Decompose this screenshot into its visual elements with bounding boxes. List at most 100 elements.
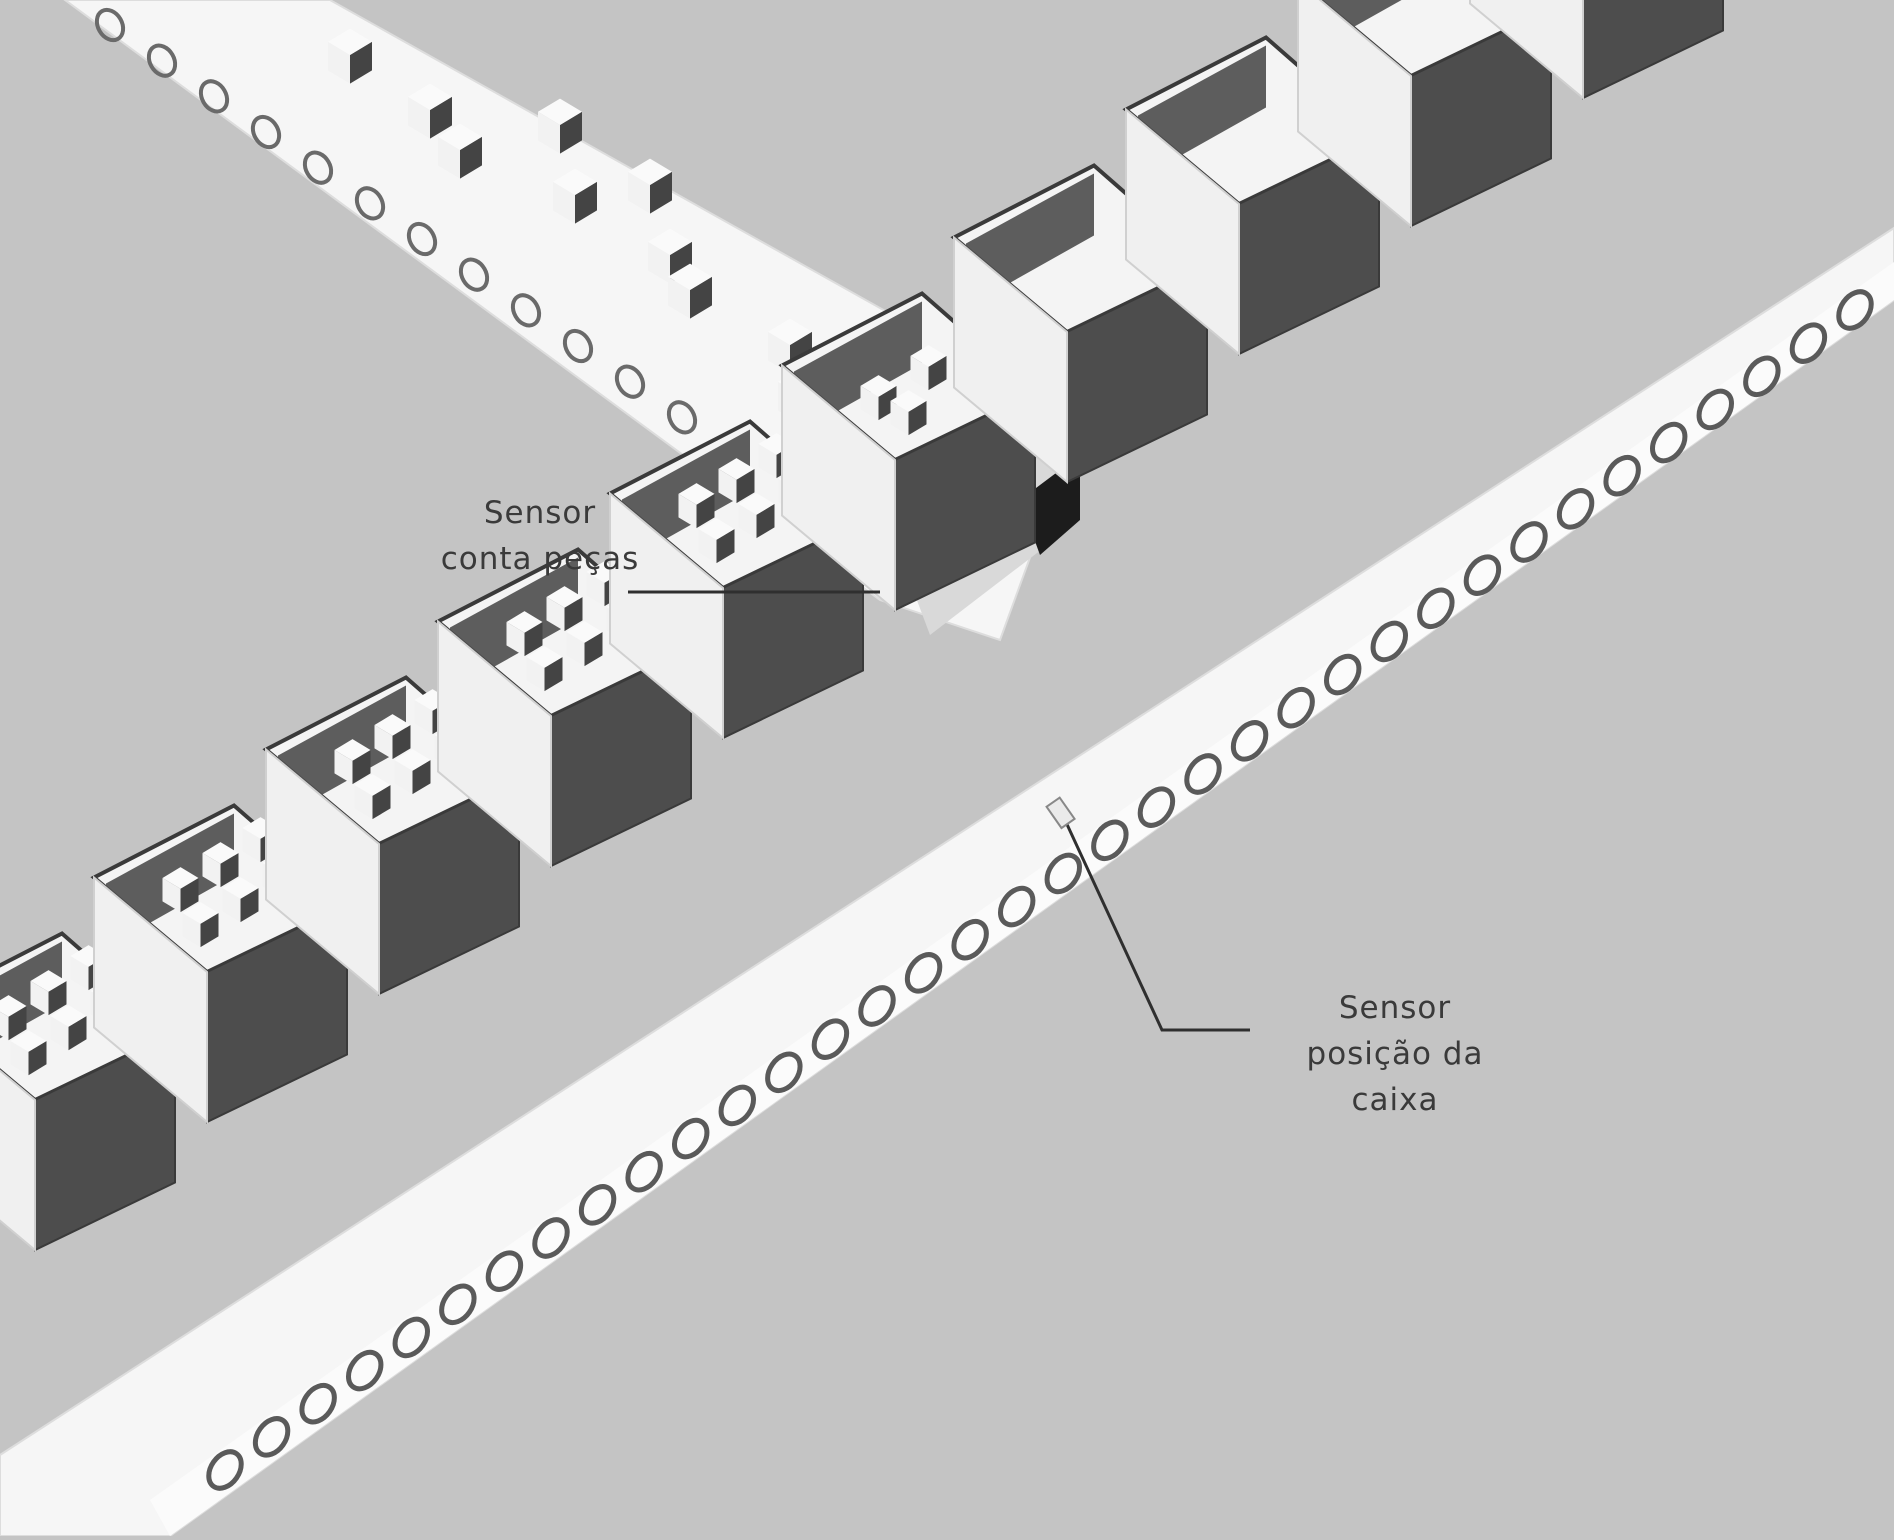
box-side-face (781, 363, 896, 613)
box-conveyor-side (150, 262, 1894, 1536)
box-side-face (609, 491, 724, 741)
roller-icon (1137, 786, 1176, 828)
box-piece (334, 739, 371, 785)
roller-icon (1417, 587, 1455, 630)
feed-roller-icon (562, 328, 594, 364)
position-sensor-leader (1063, 819, 1250, 1032)
roller-icon (578, 1184, 617, 1226)
box-piece (738, 493, 775, 539)
feed-roller-icon (250, 114, 282, 150)
box (778, 291, 1039, 613)
boxes-row (0, 0, 1724, 1253)
box-piece (30, 970, 67, 1016)
box-piece (698, 518, 735, 564)
roller-icon (1323, 653, 1362, 696)
feed-roller-icon (666, 400, 698, 435)
roller-icon (252, 1416, 291, 1458)
box-side-face (93, 875, 208, 1125)
roller-icon (206, 1449, 244, 1491)
part-piece (408, 83, 452, 139)
box-side-face (437, 619, 552, 869)
feed-roller-icon (614, 364, 646, 399)
position-sensor-icon (1045, 796, 1076, 830)
count-sensor-subtitle: conta peças (440, 541, 640, 577)
roller-icon (951, 918, 989, 961)
box-piece (718, 458, 755, 504)
box (434, 547, 695, 869)
roller-icon (718, 1084, 757, 1127)
position-sensor-title: Sensor (1338, 990, 1452, 1026)
box (950, 163, 1211, 485)
roller-icon (1743, 355, 1781, 398)
part-piece (538, 98, 582, 154)
roller-icon (811, 1018, 850, 1060)
part-piece (438, 123, 482, 179)
box-piece (0, 995, 27, 1041)
box (1469, 0, 1724, 101)
feed-roller-icon (302, 150, 334, 185)
roller-icon (299, 1382, 337, 1425)
feed-roller-icon (406, 221, 438, 257)
roller-icon (1370, 620, 1409, 663)
part-piece (553, 168, 597, 224)
roller-icon (392, 1316, 431, 1359)
part-piece (628, 158, 672, 214)
box-piece (50, 1005, 87, 1051)
box-side-face (953, 235, 1068, 485)
roller-icon (1603, 454, 1641, 497)
box-piece (678, 483, 715, 529)
box-piece (202, 842, 239, 888)
roller-icon (1510, 521, 1548, 563)
roller-icon (1556, 488, 1595, 530)
feed-roller-icon (198, 79, 230, 114)
box-conveyor-belt (0, 226, 1894, 1537)
roller-icon (532, 1217, 570, 1259)
position-sensor-line2: posição da (1306, 1036, 1484, 1072)
box-side-face (0, 1069, 36, 1253)
box (1122, 35, 1383, 357)
roller-icon (1789, 322, 1828, 364)
roller-icon (671, 1117, 710, 1160)
roller-icon (1463, 554, 1502, 596)
box (0, 931, 179, 1253)
part-piece (328, 28, 372, 84)
roller-icon (1836, 289, 1874, 331)
sensor-leader-lines (628, 590, 1250, 1032)
position-sensor-label: Sensor posição da caixa (1255, 985, 1535, 1123)
roller-icon (625, 1150, 663, 1193)
roller-icon (1649, 421, 1688, 464)
box-side-face (265, 747, 380, 997)
box-piece (354, 774, 391, 820)
count-sensor-label: Sensor conta peças (400, 490, 680, 582)
feed-roller-icon (510, 293, 542, 328)
box-piece (394, 749, 431, 795)
box-piece (526, 646, 563, 692)
roller-icon (1044, 852, 1083, 895)
box-piece (566, 621, 603, 667)
box-piece (162, 867, 199, 913)
roller-icon (345, 1349, 384, 1392)
roller-icon (997, 885, 1036, 928)
roller-icon (858, 985, 896, 1027)
box-side-face (1469, 0, 1584, 101)
box-piece (890, 390, 927, 436)
roller-icon (1696, 388, 1735, 431)
box-piece (10, 1030, 47, 1076)
box-side-face (1297, 0, 1412, 229)
roller-icon (904, 952, 943, 994)
box-piece (222, 877, 259, 923)
box-piece (546, 586, 583, 632)
roller-icon (1184, 753, 1222, 795)
feed-roller-icon (146, 43, 178, 78)
roller-icon (1091, 819, 1129, 862)
feed-roller-icon (354, 186, 386, 221)
feed-roller-icon (458, 257, 490, 292)
box (606, 419, 867, 741)
box-piece (374, 714, 411, 760)
box-front-face (1582, 0, 1724, 100)
roller-icon (1277, 686, 1315, 729)
position-sensor-line3: caixa (1351, 1082, 1439, 1118)
box-piece (910, 345, 947, 391)
